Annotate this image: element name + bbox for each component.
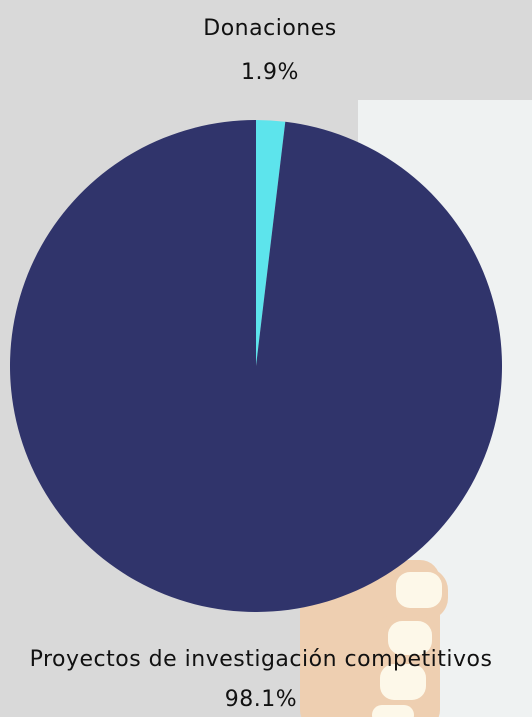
slice-label-donaciones-value: 1.9% xyxy=(241,60,299,85)
pie-slice-0 xyxy=(256,120,286,366)
slice-label-proyectos-name: Proyectos de investigación competitivos xyxy=(29,647,493,672)
pie-slice-1 xyxy=(10,120,502,612)
slice-label-donaciones-name: Donaciones xyxy=(203,16,337,41)
slice-label-proyectos-value: 98.1% xyxy=(224,687,298,712)
